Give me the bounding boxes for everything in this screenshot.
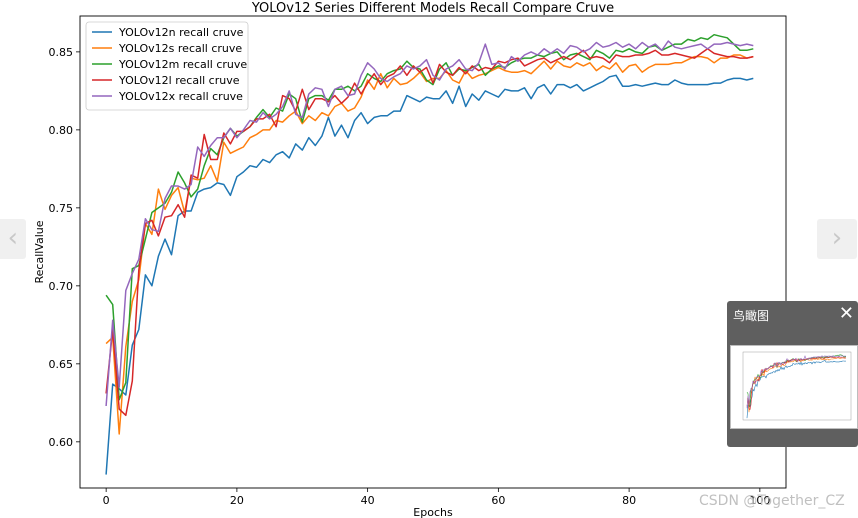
axes-frame [79, 15, 787, 489]
previous-image-button[interactable]: ‹ [0, 219, 26, 259]
legend-label-2: YOLOv12m recall cruve [118, 58, 247, 71]
chart-title: YOLOv12 Series Different Models Recall C… [251, 1, 614, 16]
x-axis-label: Epochs [413, 506, 453, 518]
x-tick-label-1: 20 [230, 494, 244, 507]
legend: YOLOv12n recall cruve YOLOv12s recall cru… [85, 21, 249, 111]
series-line-3 [105, 48, 754, 417]
thumbnail-chart [742, 351, 852, 421]
y-tick-label-1: 0.65 [49, 358, 74, 371]
legend-label-0: YOLOv12n recall cruve [118, 26, 244, 39]
y-tick-label-4: 0.80 [49, 124, 74, 137]
y-tick-label-3: 0.75 [49, 202, 74, 215]
legend-label-4: YOLOv12x recall cruve [118, 90, 243, 103]
x-tick-label-2: 40 [361, 494, 375, 507]
next-image-button[interactable]: › [817, 219, 857, 259]
overview-panel: 鸟瞰图 ✕ [727, 301, 858, 447]
thumbnail-frame [742, 351, 852, 421]
legend-box [85, 21, 249, 111]
thumbnail-series-1 [746, 357, 847, 413]
series-line-4 [105, 40, 754, 407]
thumbnail-series-3 [746, 356, 847, 411]
thumbnail-series-4 [746, 355, 847, 409]
y-tick-label-2: 0.70 [49, 280, 74, 293]
y-axis-label: RecallValue [33, 220, 46, 283]
thumbnail-series-0 [746, 360, 847, 419]
x-tick-label-0: 0 [103, 494, 110, 507]
y-tick-label-5: 0.85 [49, 46, 74, 59]
legend-label-3: YOLOv12l recall cruve [118, 74, 240, 87]
x-axis-ticks: 0 20 40 60 80 100 [103, 488, 770, 507]
series-line-2 [105, 33, 754, 401]
y-axis-ticks: 0.60 0.65 0.70 0.75 0.80 0.85 [49, 46, 80, 449]
watermark: CSDN @Together_CZ [699, 493, 845, 509]
overview-title: 鸟瞰图 [733, 309, 770, 323]
x-tick-label-3: 60 [491, 494, 505, 507]
series-line-1 [105, 54, 754, 435]
thumbnail-series-2 [746, 354, 847, 408]
close-icon[interactable]: ✕ [838, 303, 854, 324]
x-tick-label-4: 80 [622, 494, 636, 507]
overview-thumbnail[interactable] [730, 345, 858, 429]
series-line-0 [105, 74, 754, 475]
legend-label-1: YOLOv12s recall cruve [118, 42, 242, 55]
x-tick-label-5: 100 [749, 494, 770, 507]
plot-area [105, 33, 754, 475]
y-tick-label-0: 0.60 [49, 436, 74, 449]
